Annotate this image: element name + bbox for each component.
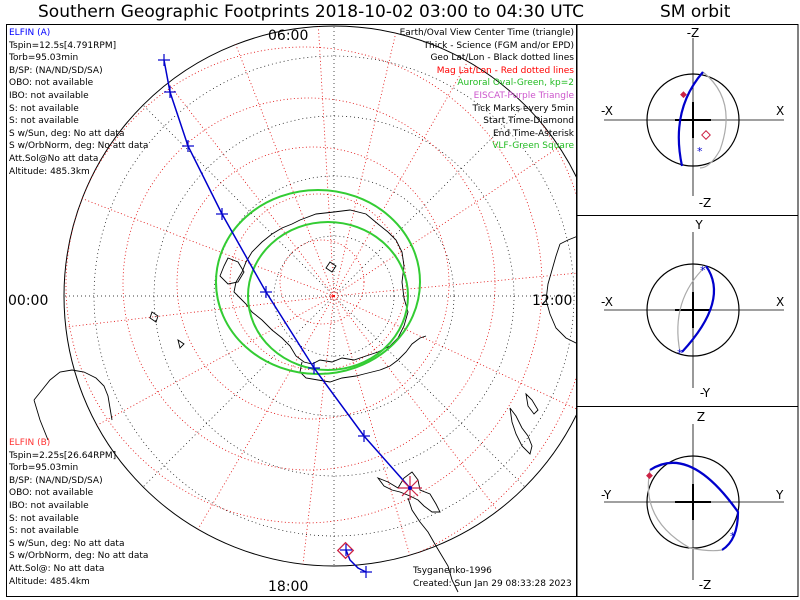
elfin-b-info-line: OBO: not available xyxy=(9,488,94,499)
orbit-3-right: Y xyxy=(775,488,784,502)
elfin-a-info-line: Torb=95.03min xyxy=(9,53,79,64)
auroral-oval-inner xyxy=(247,221,409,371)
svg-text:*: * xyxy=(700,264,706,277)
orbit-1-top: -Z xyxy=(687,26,700,40)
elfin-b-info-line: S: not available xyxy=(9,526,79,537)
elfin-b-info-line: IBO: not available xyxy=(9,500,89,511)
orbit-3-bottom: -Z xyxy=(699,578,712,592)
credit-created: Created: Sun Jan 29 08:33:28 2023 xyxy=(413,579,572,589)
svg-text:◆: ◆ xyxy=(680,90,687,100)
elfin-a-info-line: S w/Sun, deg: No att data xyxy=(9,128,125,139)
legend-entry: End Time-Asterisk xyxy=(492,128,574,139)
time-label-right: 12:00 xyxy=(532,293,572,309)
elfin-b-tick-marks xyxy=(340,544,372,578)
elfin-b-info: ELFIN (B) Tspin=2.25s[26.64RPM] Torb=95.0… xyxy=(9,437,148,588)
antarctic-peninsula xyxy=(299,335,427,383)
view-center-marker: * xyxy=(330,293,335,304)
track-tick-marks xyxy=(158,54,370,442)
elfin-b-info-line: Att.Sol@: No att data xyxy=(9,563,105,574)
legend-entry: EISCAT-Purple Triangle xyxy=(473,90,574,101)
map-legend: Earth/Oval View Center Time (triangle) Th… xyxy=(400,27,574,153)
elfin-a-track xyxy=(163,59,411,489)
svg-text:*: * xyxy=(730,530,736,543)
elfin-a-lines: Tspin=12.5s[4.791RPM] Torb=95.03min B/SP: … xyxy=(9,40,148,179)
elfin-a-info-line: B/SP: (NA/ND/SD/SA) xyxy=(9,65,103,76)
credit-model: Tsyganenko-1996 xyxy=(413,566,492,576)
orbit-1-bottom: -Z xyxy=(699,196,712,210)
elfin-a-info-line: Att.Sol@No att data xyxy=(9,153,99,164)
elfin-b-info-line: S w/OrbNorm, deg: No att data xyxy=(9,551,149,562)
elfin-a-info-line: OBO: not available xyxy=(9,78,94,89)
elfin-a-info-line: Tspin=12.5s[4.791RPM] xyxy=(9,40,117,51)
elfin-a-info-line: S: not available xyxy=(9,103,79,114)
elfin-b-info-line: Altitude: 485.4km xyxy=(9,576,90,587)
elfin-b-info-line: B/SP: (NA/ND/SD/SA) xyxy=(9,475,103,486)
orbit-2-left: -X xyxy=(601,295,613,309)
time-label-left: 00:00 xyxy=(8,293,48,309)
time-label-bottom: 18:00 xyxy=(268,579,308,595)
svg-text:◆: ◆ xyxy=(646,471,653,481)
orbit-panel-2: * * Y -Y -X X xyxy=(601,218,784,400)
elfin-a-info-line: S w/OrbNorm, deg: No att data xyxy=(9,141,149,152)
legend-entry: Thick - Science (FGM and/or EPD) xyxy=(423,40,574,51)
australia-coast xyxy=(545,236,576,344)
legend-entry: Geo Lat/Lon - Black dotted lines xyxy=(430,53,574,64)
legend-entry: Tick Marks every 5min xyxy=(472,103,574,114)
elfin-b-lines: Tspin=2.25s[26.64RPM] Torb=95.03min B/SP: … xyxy=(9,450,148,589)
elfin-b-header: ELFIN (B) xyxy=(9,438,51,448)
elfin-a-header: ELFIN (A) xyxy=(9,28,51,38)
orbit-panel-3: ◆ * Z -Z -Y Y xyxy=(601,410,784,592)
svg-text:*: * xyxy=(697,145,703,158)
elfin-b-info-line: S w/Sun, deg: No att data xyxy=(9,538,125,549)
elfin-b-info-line: Tspin=2.25s[26.64RPM] xyxy=(9,450,117,461)
orbit-panel-1: * ◆ -Z -Z -X X xyxy=(601,26,784,210)
time-label-top: 06:00 xyxy=(268,28,308,44)
elfin-b-info-line: Torb=95.03min xyxy=(9,463,79,474)
new-zealand-coast xyxy=(509,392,539,455)
svg-text:*: * xyxy=(677,347,683,360)
orbit-3-left: -Y xyxy=(601,488,612,502)
elfin-a-info: ELFIN (A) Tspin=12.5s[4.791RPM] Torb=95.0… xyxy=(9,27,148,178)
orbit-title: SM orbit xyxy=(660,2,731,22)
orbit-2-top: Y xyxy=(694,218,703,232)
end-time-dot xyxy=(408,486,412,490)
africa-coast xyxy=(33,369,113,441)
legend-entry: Earth/Oval View Center Time (triangle) xyxy=(399,28,574,38)
antarctica-coastline xyxy=(219,209,409,365)
legend-entry: Auroral Oval-Green, kp=2 xyxy=(457,78,574,89)
legend-entry: Start Time-Diamond xyxy=(483,116,574,127)
small-island-left xyxy=(149,311,159,323)
small-island-1 xyxy=(177,338,185,349)
elfin-a-info-line: S: not available xyxy=(9,116,79,127)
legend-entry: VLF-Green Square xyxy=(492,141,574,152)
elfin-a-info-line: Altitude: 485.3km xyxy=(9,166,90,177)
orbit-panel-frame-3 xyxy=(576,406,799,597)
orbit-2-right: X xyxy=(776,295,784,309)
plot-title: Southern Geographic Footprints 2018-10-0… xyxy=(38,2,585,22)
elfin-a-info-line: IBO: not available xyxy=(9,90,89,101)
start-time-diamond xyxy=(336,541,355,560)
elfin-b-info-line: S: not available xyxy=(9,513,79,524)
orbit-1-right: X xyxy=(776,104,784,118)
orbit-2-bottom: -Y xyxy=(700,386,711,400)
orbit-1-left: -X xyxy=(601,104,613,118)
auroral-oval-outer xyxy=(215,189,421,375)
globe-outline xyxy=(63,25,576,567)
legend-entry: Mag Lat/Lon - Red dotted lines xyxy=(436,65,574,76)
orbit-3-top: Z xyxy=(697,410,705,424)
geo-grid xyxy=(64,26,576,566)
elfin-b-track xyxy=(345,549,367,573)
